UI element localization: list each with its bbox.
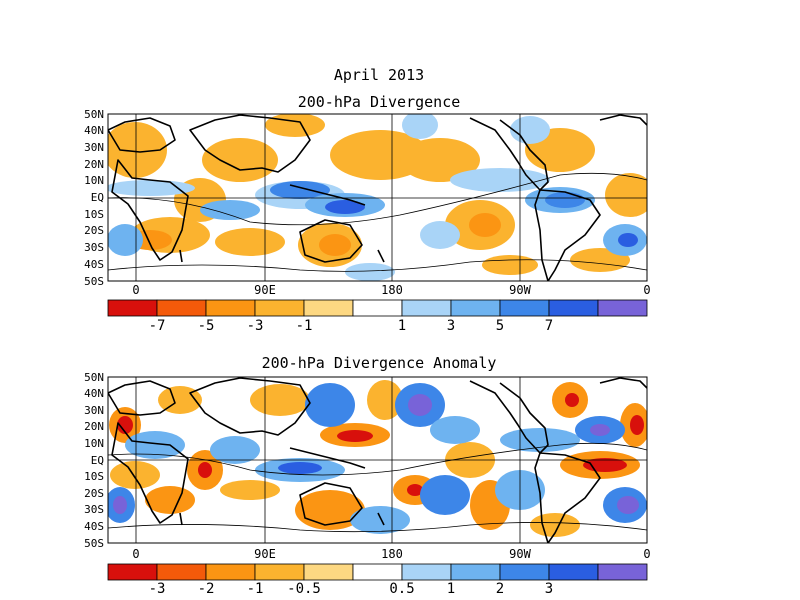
colorbar-cell [107,563,158,581]
colorbar-label: -5 [197,318,215,334]
lon-label: 0 [643,283,651,297]
colorbar-cell [401,563,452,581]
lat-label: 10S [84,207,104,221]
colorbar-cell [156,299,207,317]
colorbar-label: -3 [246,318,264,334]
lat-label: 20N [84,157,104,171]
lon-label: 90W [509,283,531,297]
colorbar-label: -3 [148,581,166,597]
lon-label: 0 [132,283,140,297]
colorbar-cell [303,299,354,317]
colorbar-label: 2 [495,581,505,597]
colorbar-cell [303,563,354,581]
lat-label: 40N [84,387,104,401]
colorbar-label: 3 [544,581,554,597]
colorbar-cell [205,299,256,317]
colorbar-label: 7 [544,318,554,334]
colorbar-label: 1 [397,318,407,334]
colorbar-cell [205,563,256,581]
lat-label: 20N [84,420,104,434]
zero-contours-2 [108,442,647,533]
lat-label: 10N [84,436,104,450]
lat-label: 40N [84,124,104,138]
lat-label: 30S [84,503,104,517]
lon-label: 0 [643,547,651,561]
panel-1-title: 200-hPa Divergence [297,93,461,111]
colorbar-anomaly [107,563,648,581]
lat-label: 30S [84,241,104,255]
colorbar-cell [352,299,403,317]
lat-label: 40S [84,257,104,271]
colorbar-cell [254,563,305,581]
colorbar-cell [254,299,305,317]
panel-2-title: 200-hPa Divergence Anomaly [261,354,497,372]
lon-label: 90E [254,547,276,561]
colorbar-cell [597,299,648,317]
colorbar-cell [107,299,158,317]
lon-label: 90W [509,547,531,561]
lat-label: EQ [90,453,104,467]
lat-label: 50N [84,107,104,121]
lat-label: 50N [84,370,104,384]
colorbar-label: -1 [246,581,264,597]
lat-label: 50S [84,536,104,550]
lat-label: 50S [84,274,104,288]
lat-label: 30N [84,403,104,417]
colorbar-label: -0.5 [287,581,321,597]
colorbar-cell [499,563,550,581]
figure-title: April 2013 [333,66,425,84]
map-frames [107,113,648,544]
lat-label: 20S [84,486,104,500]
lon-label: 90E [254,283,276,297]
colorbar-cell [499,299,550,317]
colorbar-cell [450,299,501,317]
lat-label: 10N [84,174,104,188]
colorbar-label: 0.5 [389,581,415,597]
colorbar-label: 5 [495,318,505,334]
colorbar-label: -2 [197,581,215,597]
lat-label: 30N [84,140,104,154]
coastlines-2 [108,377,647,543]
lat-label: EQ [90,191,104,204]
lat-label: 40S [84,519,104,533]
colorbar-cell [450,563,501,581]
colorbar-cell [548,299,599,317]
lon-label: 180 [381,283,403,297]
colorbar-cell [401,299,452,317]
zero-contours-1 [108,172,647,272]
colorbar-label: -1 [295,318,313,334]
colorbar-label: 3 [446,318,456,334]
colorbar-cell [352,563,403,581]
lon-label: 0 [132,547,140,561]
divergence-field [108,114,647,281]
colorbar-cell [156,563,207,581]
colorbar-label: -7 [148,318,166,334]
colorbar-cell [597,563,648,581]
colorbar-divergence [107,299,648,317]
colorbar-cell [548,563,599,581]
lat-label: 20S [84,224,104,238]
lon-label: 180 [381,547,403,561]
colorbar-label: 1 [446,581,456,597]
lat-label: 10S [84,470,104,484]
coastlines-1 [108,114,647,281]
